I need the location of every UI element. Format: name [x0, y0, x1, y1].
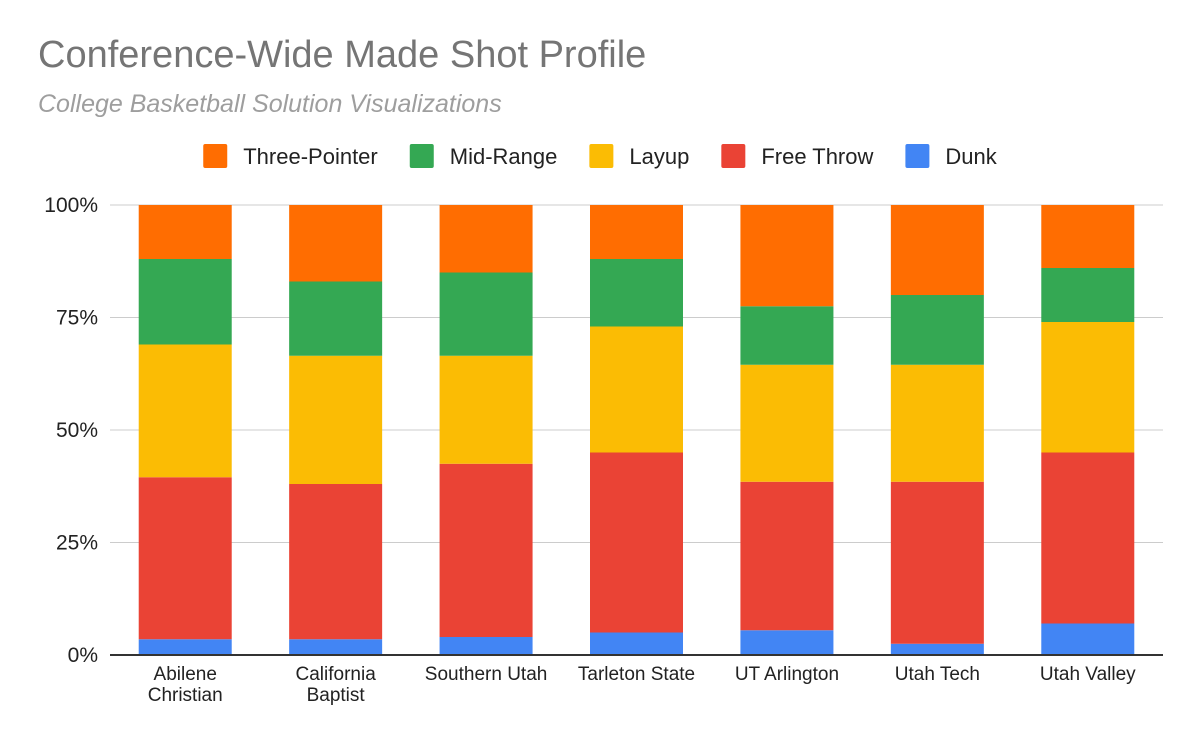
x-tick-label: UT Arlington — [735, 664, 839, 685]
bar-segment-free-throw — [890, 481, 984, 644]
x-tick-label: Southern Utah — [425, 664, 548, 685]
bar-segment-dunk — [1041, 623, 1135, 655]
x-tick-label: Abilene — [154, 664, 217, 685]
y-tick-label: 0% — [68, 644, 98, 667]
bar-segment-free-throw — [138, 477, 232, 640]
y-tick-label: 25% — [56, 532, 98, 555]
bar-segment-layup — [439, 355, 533, 464]
bar-segment-mid-range — [890, 295, 984, 365]
legend-label: Layup — [629, 144, 689, 169]
legend-label: Three-Pointer — [243, 144, 378, 169]
bar-segment-mid-range — [1041, 268, 1135, 322]
bar-segment-layup — [740, 364, 834, 482]
bar-segment-three-pointer — [138, 205, 232, 259]
bar-segment-layup — [138, 344, 232, 478]
bar-segment-layup — [590, 326, 683, 453]
bar-segment-layup — [890, 364, 984, 482]
bar-segment-free-throw — [1041, 452, 1135, 624]
legend-swatch — [589, 144, 614, 168]
legend-swatch — [721, 144, 746, 168]
y-tick-label: 75% — [56, 307, 98, 330]
legend-label: Free Throw — [761, 144, 873, 169]
x-tick-label: Baptist — [307, 685, 366, 706]
legend: Three-Pointer Mid-Range Layup Free Throw Dun… — [203, 144, 998, 169]
x-tick-label: California — [296, 664, 377, 685]
legend-swatch — [409, 144, 434, 168]
bar-segment-three-pointer — [1041, 205, 1135, 268]
bar-segment-layup — [289, 355, 383, 484]
bar-segment-dunk — [138, 639, 232, 655]
bar-segment-mid-range — [590, 259, 683, 327]
bar-segment-mid-range — [138, 259, 232, 345]
bar-segment-dunk — [590, 632, 683, 655]
legend-swatch — [203, 144, 228, 168]
legend-swatch — [905, 144, 930, 168]
chart-title: Conference-Wide Made Shot Profile — [38, 34, 647, 76]
bar-segment-three-pointer — [890, 205, 984, 295]
y-tick-label: 50% — [56, 419, 98, 442]
bar-segment-three-pointer — [289, 205, 383, 282]
bar-segment-mid-range — [289, 281, 383, 356]
bar-segment-dunk — [890, 643, 984, 655]
bar-segment-layup — [1041, 322, 1135, 453]
x-tick-label: Utah Valley — [1040, 664, 1136, 685]
bar-segment-free-throw — [439, 463, 533, 637]
bar-segment-mid-range — [439, 272, 533, 356]
x-tick-label: Utah Tech — [895, 664, 980, 685]
bar-stacks — [138, 205, 1135, 655]
x-tick-label: Christian — [148, 685, 223, 706]
chart-subtitle: College Basketball Solution Visualizatio… — [38, 90, 502, 118]
bar-segment-mid-range — [740, 306, 834, 365]
y-tick-label: 100% — [44, 194, 98, 217]
x-tick-label: Tarleton State — [578, 664, 695, 685]
bar-segment-three-pointer — [740, 205, 834, 307]
legend-label: Mid-Range — [450, 144, 558, 169]
bar-segment-three-pointer — [590, 205, 683, 259]
bar-segment-three-pointer — [439, 205, 533, 273]
bar-segment-dunk — [740, 630, 834, 655]
bar-segment-dunk — [289, 639, 383, 655]
bar-segment-free-throw — [740, 481, 834, 631]
bar-segment-free-throw — [289, 484, 383, 640]
legend-label: Dunk — [945, 144, 997, 169]
bar-segment-dunk — [439, 637, 533, 655]
bar-segment-free-throw — [590, 452, 683, 633]
